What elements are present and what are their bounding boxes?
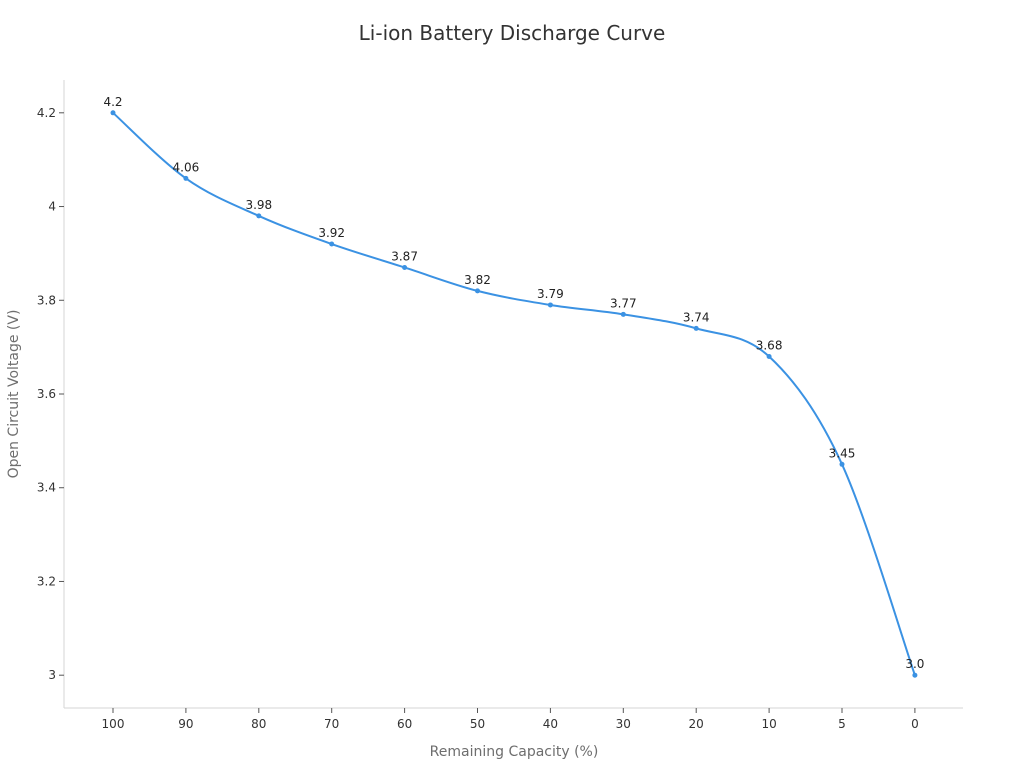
data-point [402, 264, 408, 270]
chart-title: Li-ion Battery Discharge Curve [359, 21, 666, 45]
data-label: 3.87 [391, 249, 418, 263]
data-label: 3.45 [829, 446, 856, 460]
y-axis-ticks: 3 3.2 3.4 3.6 3.8 4 4.2 [37, 106, 64, 682]
data-point [766, 354, 772, 360]
y-axis-label: Open Circuit Voltage (V) [6, 310, 22, 479]
data-point [256, 213, 262, 219]
data-label: 4.2 [103, 95, 122, 109]
data-point [183, 175, 189, 181]
data-label: 3.0 [905, 657, 924, 671]
series-line [112, 112, 916, 676]
x-tick-label: 10 [761, 717, 776, 731]
y-tick-label: 4.2 [37, 106, 56, 120]
y-tick-label: 3.6 [37, 387, 56, 401]
y-tick-label: 4 [48, 200, 56, 214]
x-tick-label: 100 [102, 717, 125, 731]
data-point [693, 325, 699, 331]
x-tick-label: 70 [324, 717, 339, 731]
x-axis-ticks: 100 90 80 70 60 50 40 30 20 10 5 0 [102, 708, 919, 731]
data-points [110, 110, 918, 678]
y-tick-label: 3.4 [37, 481, 56, 495]
data-point [329, 241, 335, 247]
data-label: 3.77 [610, 296, 637, 310]
y-tick-label: 3.2 [37, 574, 56, 588]
data-labels: 4.2 4.06 3.98 3.92 3.87 3.82 3.79 3.77 3.74 3.68 3… [103, 95, 924, 671]
data-point [547, 302, 553, 308]
x-axis-label: Remaining Capacity (%) [430, 744, 599, 760]
data-point [839, 461, 845, 467]
x-tick-label: 60 [397, 717, 412, 731]
x-tick-label: 30 [616, 717, 631, 731]
x-tick-label: 40 [543, 717, 558, 731]
x-tick-label: 90 [178, 717, 193, 731]
data-point [475, 288, 480, 294]
y-tick-label: 3.8 [37, 293, 56, 307]
x-tick-label: 20 [689, 717, 704, 731]
data-label: 3.98 [245, 198, 272, 212]
data-label: 3.74 [683, 310, 710, 324]
data-point [110, 110, 116, 116]
data-label: 3.79 [537, 287, 564, 301]
x-tick-label: 50 [470, 717, 485, 731]
data-label: 3.92 [318, 226, 345, 240]
data-label: 3.82 [464, 273, 491, 287]
data-label: 3.68 [756, 339, 783, 353]
data-point [620, 311, 626, 317]
y-tick-label: 3 [48, 668, 56, 682]
x-tick-label: 0 [911, 717, 919, 731]
x-tick-label: 5 [838, 717, 846, 731]
data-point [912, 672, 918, 678]
x-tick-label: 80 [251, 717, 266, 731]
data-label: 4.06 [173, 160, 200, 174]
